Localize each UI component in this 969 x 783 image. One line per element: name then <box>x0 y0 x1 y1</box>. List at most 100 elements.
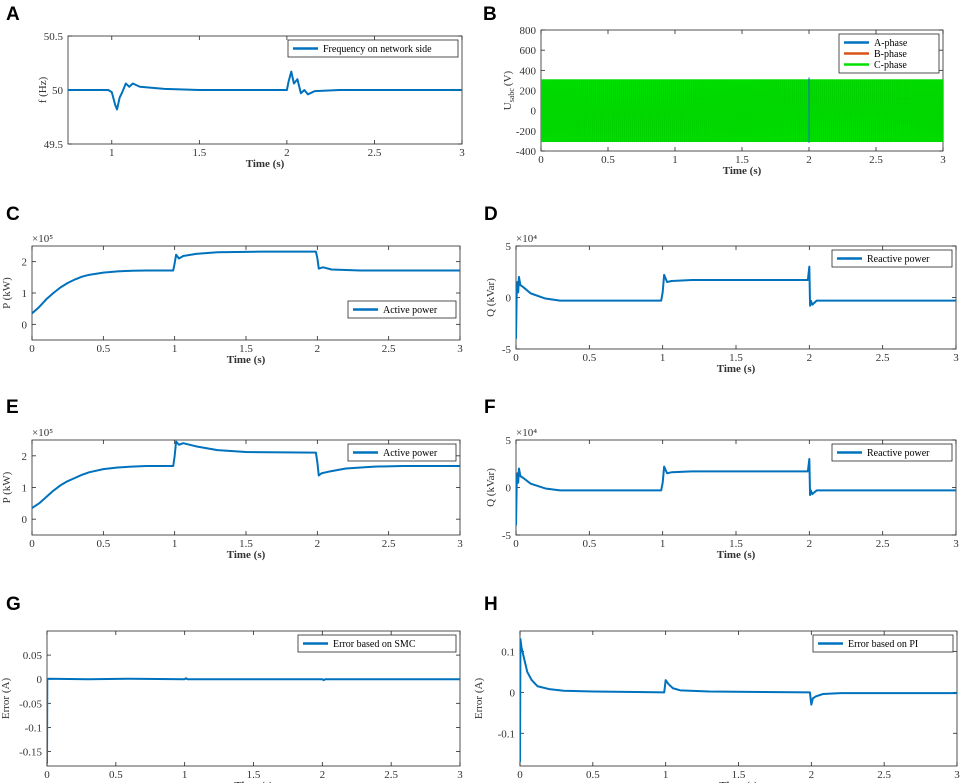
data-layer <box>516 265 956 339</box>
x-tick-label: 2.5 <box>876 538 890 550</box>
legend-entry: Frequency on network side <box>323 44 432 55</box>
legend-box <box>287 39 459 58</box>
x-tick-label: 3 <box>954 769 960 781</box>
data-layer <box>541 77 943 143</box>
x-tick-label: 3 <box>459 147 465 159</box>
x-tick-label: 3 <box>457 343 463 355</box>
y-axis-label-main: Q (kVar) <box>485 278 497 317</box>
x-axis-label: Time (s) <box>234 780 273 783</box>
legend-box <box>831 249 953 268</box>
y-multiplier: ×10⁴ <box>516 427 537 439</box>
y-axis-label: Q (kVar) <box>485 468 497 507</box>
x-tick-label: 3 <box>953 538 959 550</box>
x-tick-label: 0 <box>513 352 519 364</box>
panel-label: F <box>484 397 496 418</box>
y-tick-label: -0.05 <box>19 698 42 710</box>
x-tick-label: 0.5 <box>582 538 596 550</box>
x-tick-label: 0.5 <box>96 538 110 550</box>
x-tick-label: 1.5 <box>239 538 253 550</box>
x-tick-label: 3 <box>457 538 463 550</box>
y-tick-label: 50.5 <box>44 31 64 43</box>
x-tick-label: 2 <box>320 769 326 781</box>
x-tick-label: 2 <box>315 538 321 550</box>
legend: Reactive power <box>831 249 953 268</box>
y-tick-label: -200 <box>516 126 537 138</box>
legend-box <box>347 443 457 462</box>
series-line-reactive-power <box>516 265 956 339</box>
legend-entry: A-phase <box>874 38 908 49</box>
x-axis-label: Time (s) <box>246 158 285 170</box>
x-tick-label: 1 <box>109 147 115 159</box>
y-tick-label: 5 <box>506 435 512 447</box>
panel-label: D <box>484 204 498 225</box>
legend-entry: B-phase <box>874 49 907 60</box>
y-tick-label: -0.1 <box>25 722 42 734</box>
panel-label: C <box>6 204 20 225</box>
x-axis-label: Time (s) <box>227 549 266 561</box>
series-line-error-based-on-smc <box>47 677 460 764</box>
y-tick-label: 2 <box>22 257 28 269</box>
x-tick-label: 2 <box>809 769 815 781</box>
data-layer <box>47 677 460 764</box>
x-tick-label: 0.5 <box>582 352 596 364</box>
panel-label: B <box>483 4 497 25</box>
panel-g: G 0 0.5 1 1.5 2 2.5 3 -0.15 -0.1 -0.05 0 0.05 Time (s… <box>0 594 463 783</box>
y-axis-label: Error (A) <box>473 678 485 720</box>
x-tick-label: 0.5 <box>586 769 600 781</box>
y-tick-label: 0 <box>37 674 43 686</box>
x-tick-label: 1.5 <box>239 343 253 355</box>
x-tick-label: 1.5 <box>729 352 743 364</box>
panel-h: H 0 0.5 1 1.5 2 2.5 3 -0.1 0 0.1 Time (s) Error (A) E… <box>473 594 960 783</box>
x-tick-label: 1 <box>663 769 669 781</box>
data-layer <box>32 440 460 509</box>
plot-area <box>31 245 461 341</box>
data-layer <box>516 458 956 526</box>
x-tick-label: 1 <box>172 343 178 355</box>
y-tick-label: -400 <box>516 146 537 158</box>
y-axis-label-main: Error (A) <box>0 678 12 720</box>
panel-b: B 0 0.5 1 1.5 2 2.5 3 -400 -200 0 200 400 600 800 Time … <box>483 4 946 177</box>
x-tick-label: 1.5 <box>729 538 743 550</box>
panel-label: H <box>484 594 498 615</box>
x-tick-label: 1 <box>660 352 666 364</box>
x-axis-label: Time (s) <box>227 354 266 366</box>
x-tick-label: 2.5 <box>384 769 398 781</box>
data-layer <box>520 638 957 762</box>
x-tick-label: 1 <box>182 769 188 781</box>
x-tick-label: 0 <box>29 343 35 355</box>
y-axis-label-main: P (kW) <box>1 471 13 503</box>
y-tick-label: -5 <box>502 530 512 542</box>
legend-entry: Active power <box>383 305 438 316</box>
legend: Reactive power <box>831 443 953 462</box>
y-tick-label: 0 <box>531 106 537 118</box>
y-axis-label-main: P (kW) <box>1 277 13 309</box>
y-tick-label: 50 <box>52 85 64 97</box>
x-tick-label: 2.5 <box>877 769 891 781</box>
x-tick-label: 0 <box>29 538 35 550</box>
y-tick-label: 0 <box>506 293 512 305</box>
legend: Frequency on network side <box>287 39 459 58</box>
data-layer <box>68 70 462 111</box>
y-axis-label: Usabc (V) <box>502 70 516 110</box>
x-tick-label: 1 <box>172 538 178 550</box>
x-axis-label: Time (s) <box>723 165 762 177</box>
y-axis-label-main: Error (A) <box>473 678 485 720</box>
series-line-reactive-power <box>516 458 956 526</box>
y-tick-label: 0 <box>506 483 512 495</box>
x-tick-label: 2.5 <box>382 538 396 550</box>
y-tick-label: 0 <box>22 319 28 331</box>
x-tick-label: 2 <box>806 154 812 166</box>
y-multiplier: ×10⁵ <box>32 427 53 439</box>
x-tick-label: 2 <box>284 147 290 159</box>
y-tick-label: 400 <box>520 65 537 77</box>
legend: Active power <box>347 443 457 462</box>
legend: Error based on SMC <box>297 634 457 653</box>
legend-entry: C-phase <box>874 60 907 71</box>
y-tick-label: 0.05 <box>23 650 43 662</box>
y-tick-label: -0.1 <box>498 728 515 740</box>
x-tick-label: 3 <box>457 769 463 781</box>
y-axis-label-main: f (Hz) <box>37 76 49 103</box>
y-tick-label: 49.5 <box>44 139 64 151</box>
x-tick-label: 0.5 <box>601 154 615 166</box>
